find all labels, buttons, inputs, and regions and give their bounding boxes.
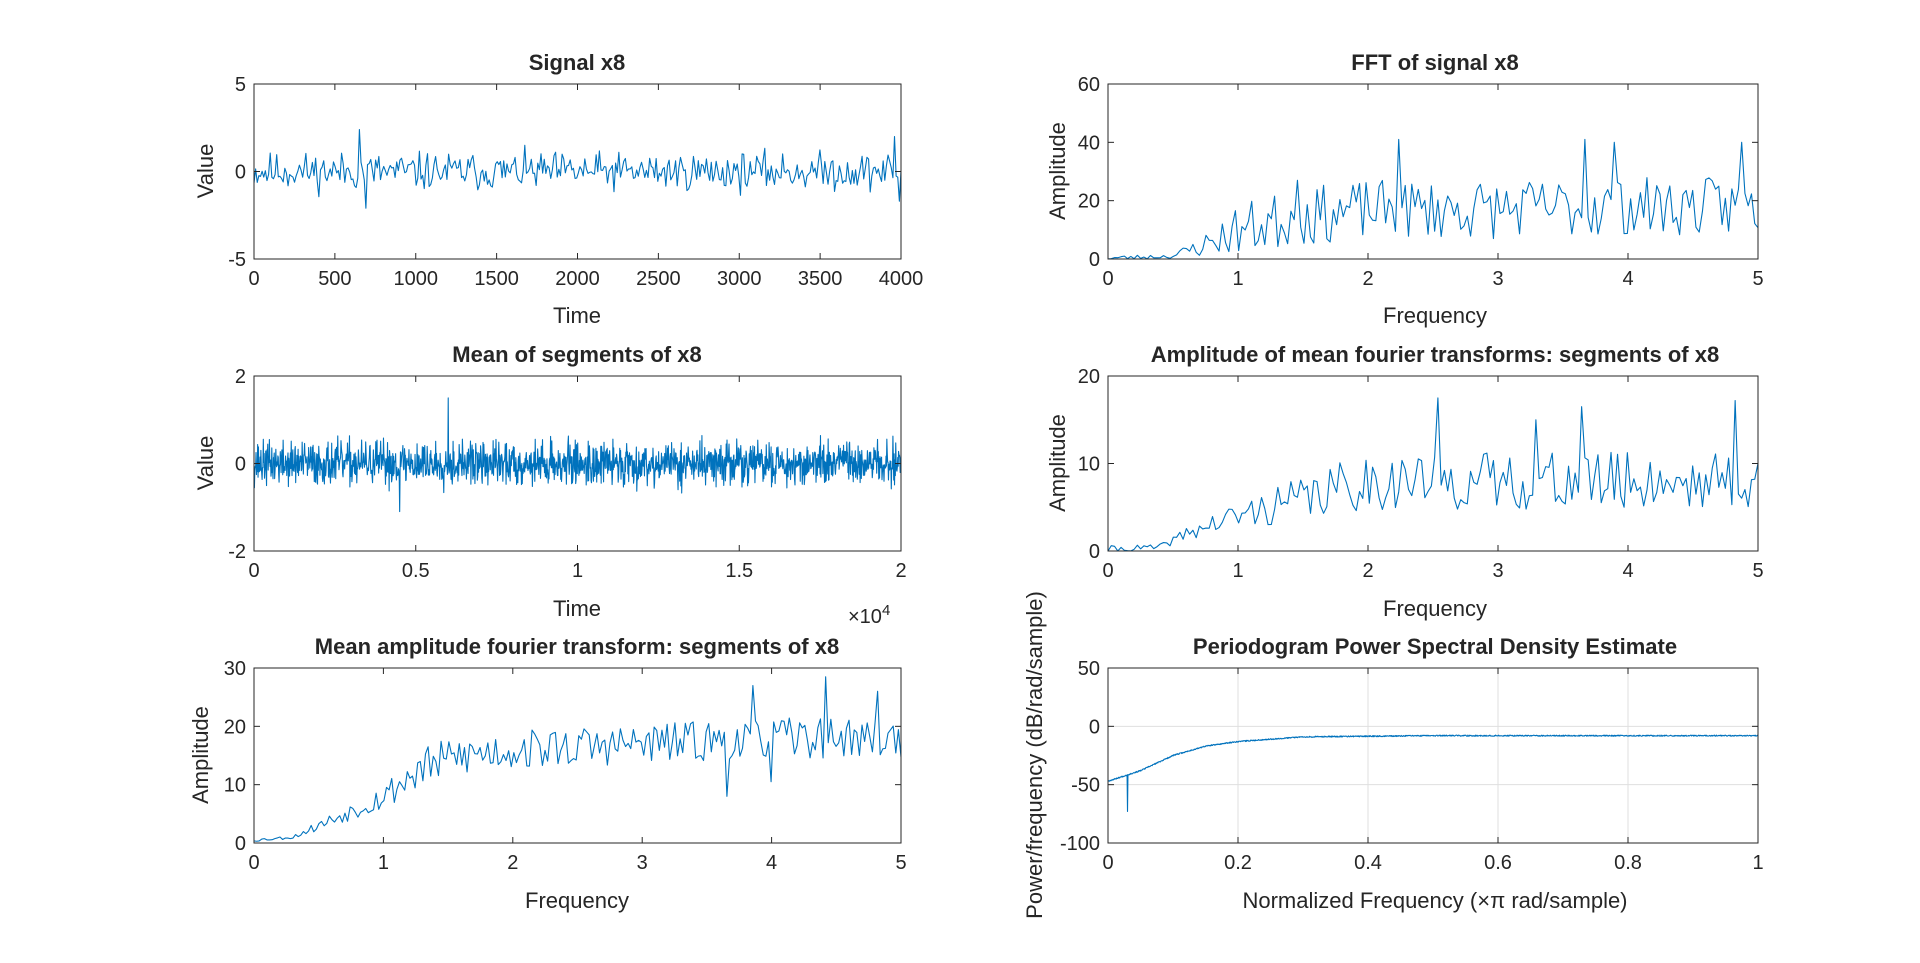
mean-amplitude-fft-xtick-label: 3 xyxy=(637,852,648,874)
mean-amplitude-fft-ytick-label: 0 xyxy=(235,833,246,855)
periodogram-xtick-label: 0.8 xyxy=(1614,852,1642,874)
periodogram-title: Periodogram Power Spectral Density Estim… xyxy=(1193,634,1677,659)
signal-xtick-label: 0 xyxy=(248,268,259,290)
signal-xtick-label: 1000 xyxy=(394,268,439,290)
mean-segments-ylabel: Value xyxy=(193,436,218,491)
fft-ytick-label: 40 xyxy=(1078,132,1100,154)
mean-segments-exponent: ×104 xyxy=(848,602,890,628)
fft-ytick-label: 60 xyxy=(1078,74,1100,96)
periodogram-axes-box xyxy=(1107,667,1759,844)
mean-fft-ytick-label: 20 xyxy=(1078,366,1100,388)
mean-amplitude-fft-xlabel: Frequency xyxy=(525,888,629,913)
mean-fft-xtick-label: 3 xyxy=(1492,560,1503,582)
mean-amplitude-fft-ytick-label: 20 xyxy=(224,716,246,738)
periodogram-ytick-label: 50 xyxy=(1078,658,1100,680)
mean-segments-xtick-label: 0.5 xyxy=(402,560,430,582)
fft-xlabel: Frequency xyxy=(1383,303,1487,328)
mean-amplitude-fft-ylabel: Amplitude xyxy=(188,706,213,804)
mean-amplitude-fft-ytick-label: 10 xyxy=(224,775,246,797)
fft-xtick-label: 0 xyxy=(1102,268,1113,290)
signal-xtick-label: 3000 xyxy=(717,268,762,290)
fft-ytick-label: 0 xyxy=(1089,249,1100,271)
signal-xtick-label: 500 xyxy=(318,268,351,290)
signal-series-line xyxy=(254,128,901,209)
periodogram-ylabel: Power/frequency (dB/rad/sample) xyxy=(1022,591,1047,919)
signal-ytick-label: 5 xyxy=(235,74,246,96)
mean-segments-series-line xyxy=(254,397,901,513)
signal-panel: Signal x8 Time Value 0 500 1000 1500 2000 250… xyxy=(193,50,923,328)
fft-ylabel: Amplitude xyxy=(1045,122,1070,220)
fft-ytick-label: 20 xyxy=(1078,191,1100,213)
periodogram-xtick-label: 1 xyxy=(1752,852,1763,874)
signal-xtick-label: 2000 xyxy=(555,268,600,290)
fft-title: FFT of signal x8 xyxy=(1351,50,1518,75)
periodogram-ytick-label: -100 xyxy=(1060,833,1100,855)
signal-xlabel: Time xyxy=(553,303,601,328)
periodogram-xtick-label: 0.6 xyxy=(1484,852,1512,874)
fft-panel: FFT of signal x8 Frequency Amplitude 0 1 2… xyxy=(1045,50,1764,328)
signal-xtick-label: 3500 xyxy=(798,268,843,290)
mean-fft-xtick-label: 5 xyxy=(1752,560,1763,582)
periodogram-xlabel: Normalized Frequency (×π rad/sample) xyxy=(1242,888,1627,913)
mean-segments-ytick-label: 2 xyxy=(235,366,246,388)
mean-fft-series-line xyxy=(1108,397,1758,551)
mean-segments-panel: Mean of segments of x8 Time Value ×104 0… xyxy=(193,342,907,628)
signal-ytick-label: 0 xyxy=(235,162,246,184)
signal-ylabel: Value xyxy=(193,144,218,199)
mean-segments-ytick-label: -2 xyxy=(228,541,246,563)
mean-amplitude-fft-axes-box xyxy=(253,667,902,844)
mean-fft-xtick-label: 2 xyxy=(1362,560,1373,582)
periodogram-ytick-label: 0 xyxy=(1089,716,1100,738)
mean-segments-title: Mean of segments of x8 xyxy=(452,342,701,367)
mean-amplitude-fft-xtick-label: 5 xyxy=(895,852,906,874)
periodogram-xtick-label: 0 xyxy=(1102,852,1113,874)
fft-xtick-label: 4 xyxy=(1622,268,1633,290)
periodogram-panel: Periodogram Power Spectral Density Estim… xyxy=(1022,591,1764,919)
mean-amplitude-fft-xtick-label: 2 xyxy=(507,852,518,874)
periodogram-series-line xyxy=(1108,734,1758,813)
mean-fft-ytick-label: 10 xyxy=(1078,454,1100,476)
signal-xtick-label: 2500 xyxy=(636,268,681,290)
mean-fft-xlabel: Frequency xyxy=(1383,596,1487,621)
periodogram-xtick-label: 0.4 xyxy=(1354,852,1382,874)
mean-segments-ytick-label: 0 xyxy=(235,454,246,476)
mean-fft-xtick-label: 4 xyxy=(1622,560,1633,582)
mean-amplitude-fft-xtick-label: 0 xyxy=(248,852,259,874)
mean-fft-xtick-label: 0 xyxy=(1102,560,1113,582)
periodogram-ytick-label: -50 xyxy=(1071,775,1100,797)
fft-xtick-label: 3 xyxy=(1492,268,1503,290)
mean-segments-xtick-label: 2 xyxy=(895,560,906,582)
mean-segments-xtick-label: 1 xyxy=(572,560,583,582)
fft-axes-box xyxy=(1107,83,1759,260)
signal-ytick-label: -5 xyxy=(228,249,246,271)
mean-fft-title: Amplitude of mean fourier transforms: se… xyxy=(1151,342,1719,367)
fft-xtick-label: 5 xyxy=(1752,268,1763,290)
mean-amplitude-fft-ytick-label: 30 xyxy=(224,658,246,680)
mean-fft-ylabel: Amplitude xyxy=(1045,414,1070,512)
periodogram-xtick-label: 0.2 xyxy=(1224,852,1252,874)
signal-title: Signal x8 xyxy=(529,50,626,75)
mean-fft-xtick-label: 1 xyxy=(1232,560,1243,582)
mean-amplitude-fft-xtick-label: 4 xyxy=(766,852,777,874)
fft-xtick-label: 2 xyxy=(1362,268,1373,290)
mean-amplitude-fft-panel: Mean amplitude fourier transform: segmen… xyxy=(188,634,907,913)
fft-xtick-label: 1 xyxy=(1232,268,1243,290)
mean-segments-xlabel: Time xyxy=(553,596,601,621)
mean-fft-ytick-label: 0 xyxy=(1089,541,1100,563)
mean-amplitude-fft-title: Mean amplitude fourier transform: segmen… xyxy=(315,634,839,659)
signal-xtick-label: 4000 xyxy=(879,268,924,290)
mean-fft-panel: Amplitude of mean fourier transforms: se… xyxy=(1045,342,1764,621)
fft-series-line xyxy=(1108,138,1758,259)
mean-amplitude-fft-xtick-label: 1 xyxy=(378,852,389,874)
mean-segments-xtick-label: 1.5 xyxy=(725,560,753,582)
mean-amplitude-fft-series-line xyxy=(254,676,901,842)
signal-xtick-label: 1500 xyxy=(474,268,519,290)
mean-segments-xtick-label: 0 xyxy=(248,560,259,582)
